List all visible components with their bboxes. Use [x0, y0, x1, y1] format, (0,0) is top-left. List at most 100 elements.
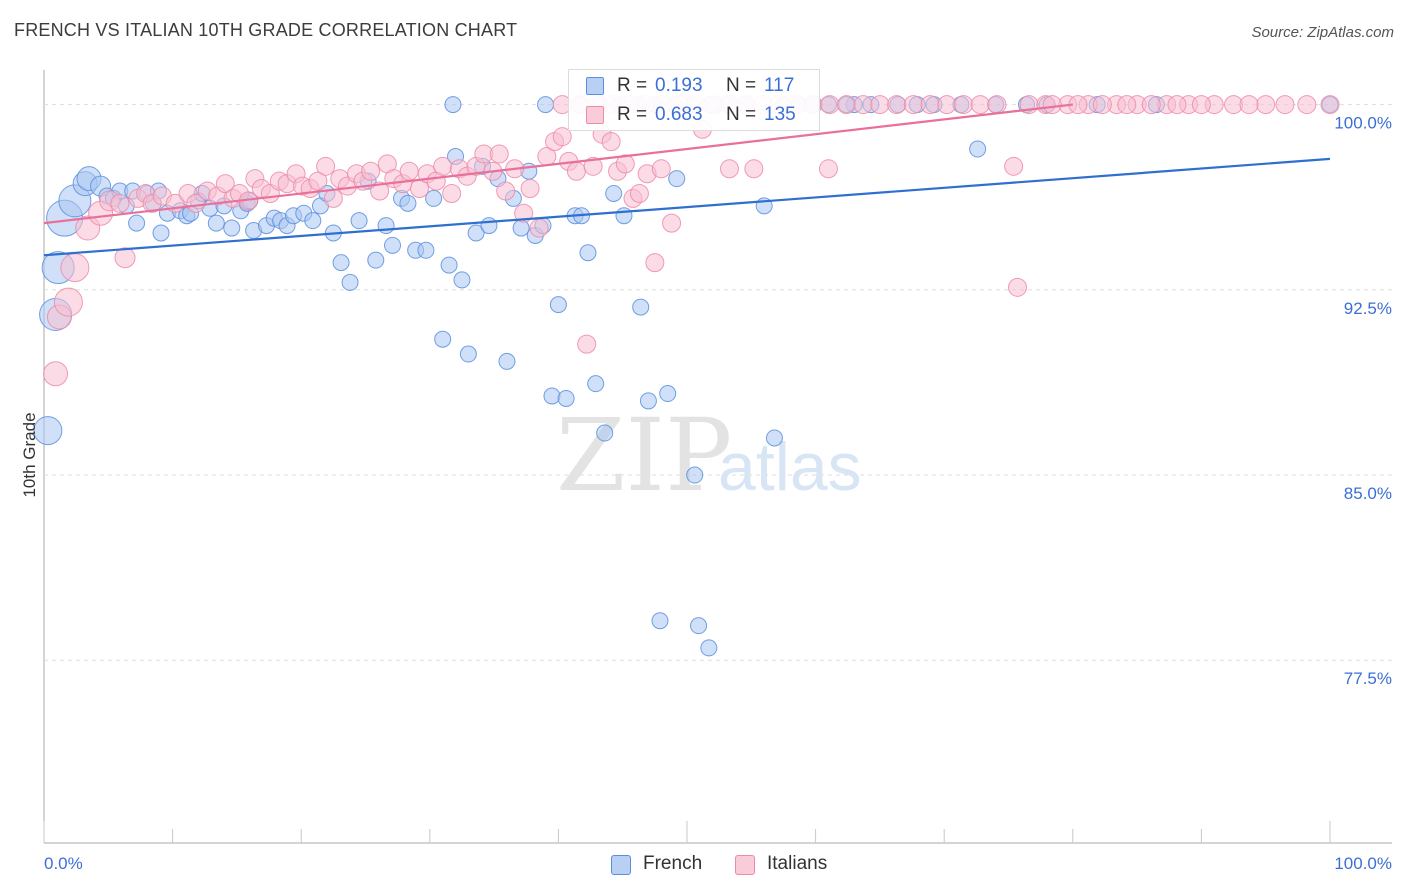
italian-point	[514, 203, 534, 223]
french-point	[690, 617, 708, 635]
french-point	[549, 296, 567, 314]
french-r-value: 0.193	[655, 75, 703, 96]
stats-box: R = 0.193 N = 117 R = 0.683 N = 135	[568, 69, 820, 131]
french-point	[425, 189, 443, 207]
french-point	[543, 387, 561, 405]
italian-point	[323, 188, 343, 208]
italian-point	[1191, 95, 1211, 115]
italian-point	[987, 95, 1007, 115]
italian-point	[1008, 277, 1028, 297]
italian-n-value: 135	[764, 104, 796, 125]
italian-point	[1117, 95, 1137, 115]
french-point	[223, 219, 241, 237]
italian-point	[903, 95, 923, 115]
french-point	[444, 96, 462, 114]
chart-title: FRENCH VS ITALIAN 10TH GRADE CORRELATION…	[14, 20, 518, 40]
french-point	[152, 224, 170, 242]
italian-point	[601, 132, 621, 152]
french-point	[480, 217, 498, 235]
french-point	[587, 375, 605, 393]
italian-point	[818, 159, 838, 179]
french-point	[537, 96, 555, 114]
french-point	[377, 217, 395, 235]
french-point	[367, 251, 385, 269]
legend-italians-swatch	[735, 855, 755, 875]
italian-point	[496, 181, 516, 201]
y-tick-label: 85.0%	[1344, 484, 1392, 503]
french-swatch	[586, 77, 604, 95]
french-point	[33, 416, 63, 446]
italian-point	[719, 159, 739, 179]
italian-point	[442, 183, 462, 203]
stats-row-french: R = 0.193 N = 117	[569, 72, 819, 100]
french-point	[651, 612, 669, 630]
y-tick-label: 100.0%	[1334, 114, 1392, 133]
french-n-value: 117	[764, 75, 795, 96]
italian-point	[870, 95, 890, 115]
italian-point	[1004, 156, 1024, 176]
french-point	[557, 389, 575, 407]
italian-point	[114, 247, 136, 269]
italian-point	[529, 218, 549, 238]
french-point	[332, 254, 350, 272]
italian-point	[1167, 95, 1187, 115]
stats-row-italian: R = 0.683 N = 135	[569, 101, 819, 129]
italian-r-value: 0.683	[655, 104, 703, 125]
french-point	[668, 170, 686, 188]
french-point	[417, 241, 435, 259]
x-tick-label: 100.0%	[1334, 854, 1392, 873]
italian-point	[583, 156, 603, 176]
italian-point	[215, 174, 235, 194]
italian-point	[361, 161, 381, 181]
italian-point	[853, 95, 873, 115]
italian-point	[1297, 95, 1317, 115]
italian-point	[186, 193, 206, 213]
french-point	[615, 207, 633, 225]
italian-point	[1256, 95, 1276, 115]
italian-point	[316, 156, 336, 176]
french-point	[579, 244, 597, 262]
italian-point	[60, 253, 90, 283]
french-point	[498, 352, 516, 370]
italian-point	[953, 95, 973, 115]
french-point	[128, 214, 146, 232]
french-point	[969, 140, 987, 158]
italian-point	[920, 95, 940, 115]
italian-point	[110, 193, 130, 213]
french-n-label: N =	[726, 75, 757, 96]
italian-point	[53, 287, 83, 317]
french-point	[700, 639, 718, 657]
italian-point	[1141, 95, 1161, 115]
french-point	[639, 392, 657, 410]
watermark-atlas: atlas	[718, 429, 862, 505]
french-point	[434, 330, 452, 348]
french-point	[467, 224, 485, 242]
french-point	[459, 345, 477, 363]
italian-point	[1092, 95, 1112, 115]
italian-point	[651, 159, 671, 179]
x-tick-label: 0.0%	[44, 854, 83, 873]
italian-trend-line	[43, 103, 1073, 225]
y-tick-label: 92.5%	[1344, 299, 1392, 318]
italian-point	[836, 95, 856, 115]
source-credit: Source: ZipAtlas.com	[1251, 24, 1394, 41]
italian-point	[43, 361, 69, 387]
italian-point	[629, 183, 649, 203]
french-trend-line	[43, 157, 1331, 257]
legend-french-swatch	[611, 855, 631, 875]
french-point	[596, 424, 614, 442]
italian-point	[1320, 95, 1340, 115]
french-point	[207, 214, 225, 232]
italian-point	[520, 179, 540, 199]
italian-point	[744, 159, 764, 179]
italian-point	[615, 154, 635, 174]
watermark-zip: ZIP	[556, 397, 732, 514]
french-point	[350, 212, 368, 230]
french-point	[659, 385, 677, 403]
italian-point	[552, 127, 572, 147]
french-point	[632, 298, 650, 316]
italian-point	[370, 181, 390, 201]
italian-point	[566, 161, 586, 181]
french-point	[605, 184, 623, 202]
